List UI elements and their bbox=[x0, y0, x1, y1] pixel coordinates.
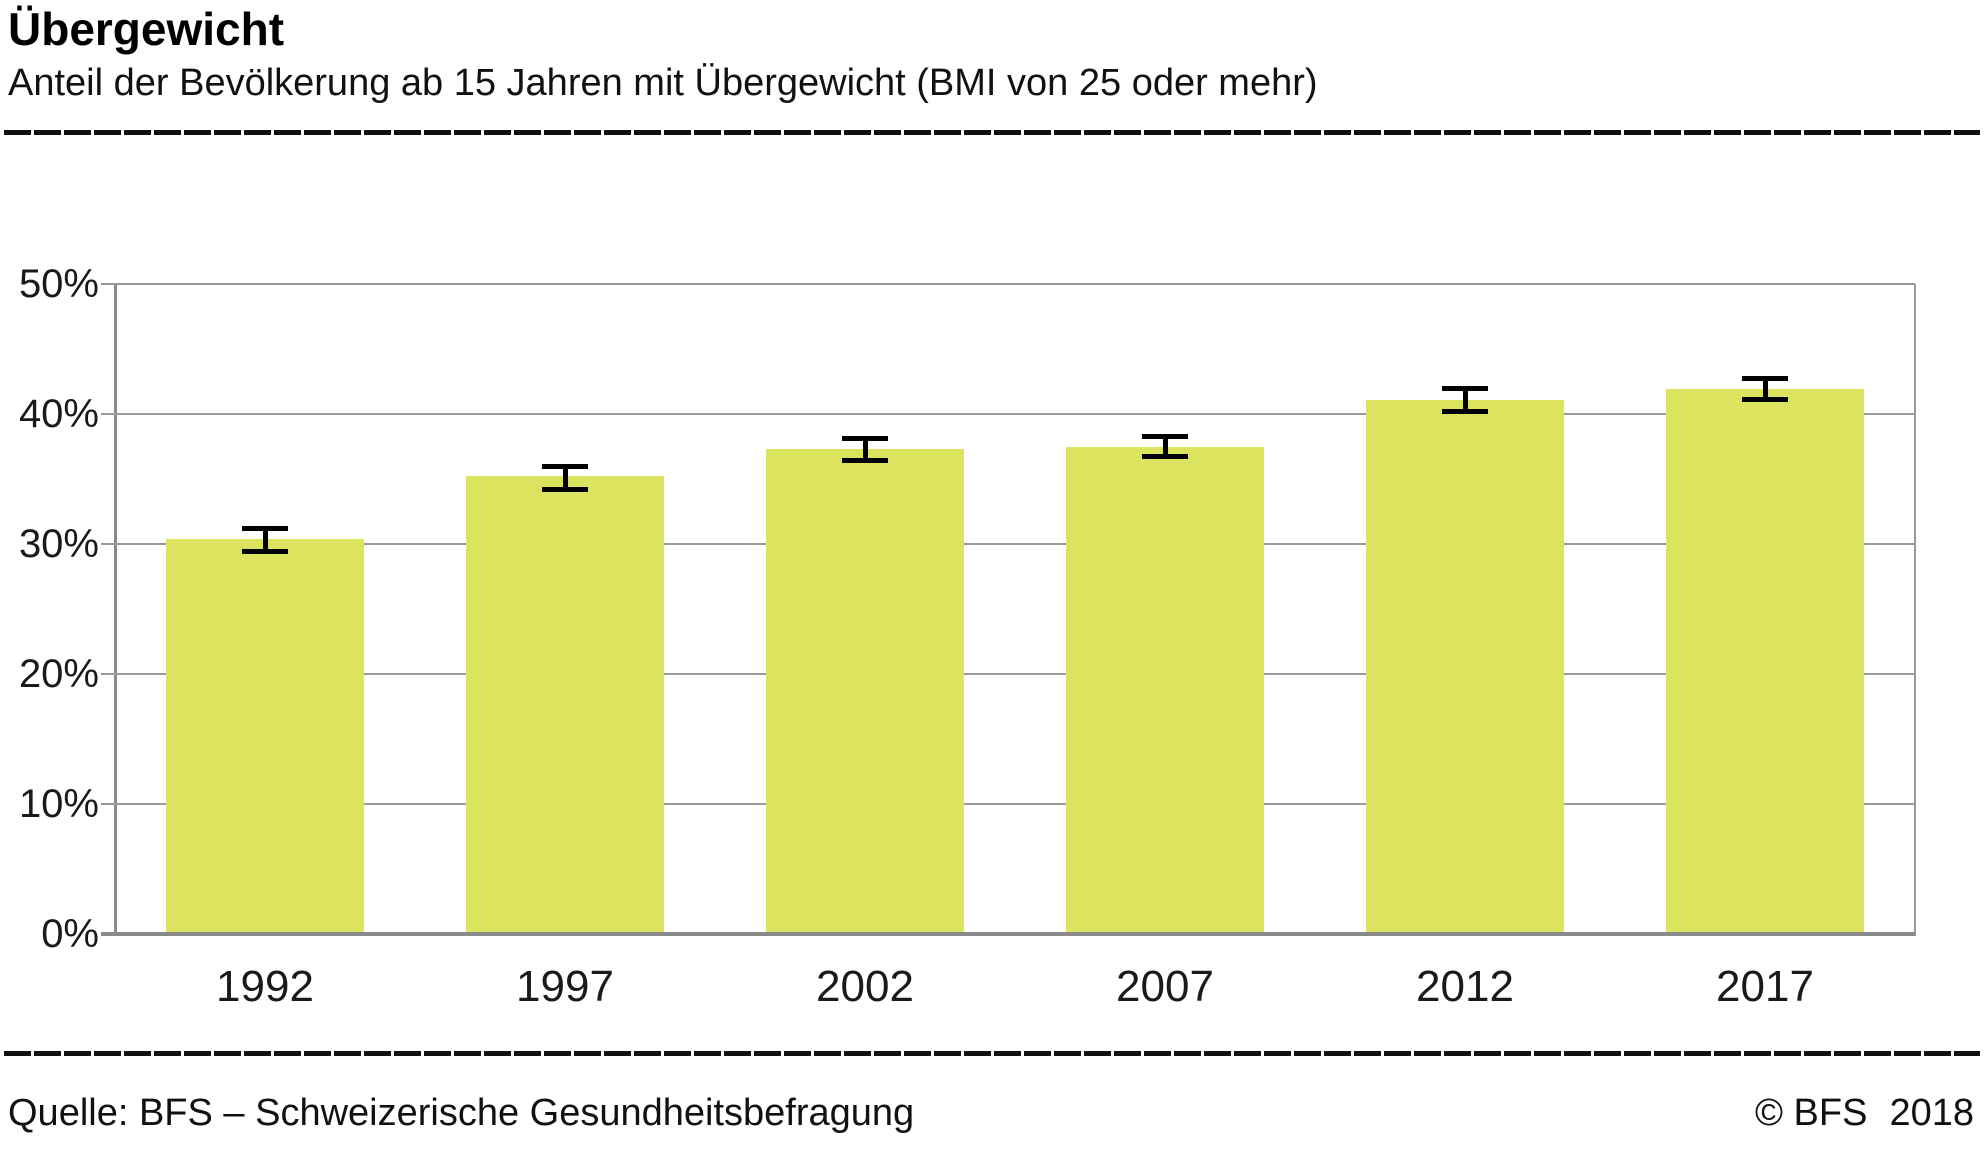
x-axis-line bbox=[101, 932, 1915, 936]
error-bar-cap-bottom bbox=[542, 486, 588, 492]
bar-2012 bbox=[1366, 399, 1564, 934]
bar-2007 bbox=[1066, 446, 1264, 934]
error-bar-line bbox=[1762, 378, 1768, 400]
error-bar-line bbox=[1462, 388, 1468, 412]
error-bar-cap-bottom bbox=[1442, 408, 1488, 414]
error-bar-cap-top bbox=[542, 463, 588, 469]
gridline bbox=[115, 673, 1915, 675]
error-bar-cap-top bbox=[1742, 376, 1788, 382]
x-tick-label: 2017 bbox=[1716, 962, 1814, 1011]
y-tick-label: 10% bbox=[18, 782, 99, 826]
page-title: Übergewicht bbox=[8, 3, 285, 55]
error-bar-line bbox=[562, 466, 568, 490]
copyright-note: © BFS 2018 bbox=[1755, 1092, 1974, 1135]
bar-2002 bbox=[766, 449, 964, 934]
error-bar-cap-bottom bbox=[1142, 454, 1188, 460]
copyright-year: 2018 bbox=[1889, 1092, 1974, 1134]
bar-1997 bbox=[466, 476, 664, 934]
error-bar-line bbox=[862, 438, 868, 461]
source-note: Quelle: BFS – Schweizerische Gesundheits… bbox=[8, 1092, 915, 1134]
bar-1992 bbox=[166, 538, 364, 934]
error-bar-cap-bottom bbox=[1742, 397, 1788, 403]
y-tick-label: 50% bbox=[18, 262, 99, 306]
plot-right-border bbox=[1914, 284, 1916, 936]
bar-2017 bbox=[1666, 389, 1864, 934]
x-axis-labels: 1992 1997 2002 2007 2012 2017 bbox=[115, 962, 1915, 1012]
x-tick-label: 1992 bbox=[216, 962, 314, 1011]
y-tick-label: 20% bbox=[18, 652, 99, 696]
error-bar-cap-bottom bbox=[242, 549, 288, 555]
error-bar-cap-top bbox=[842, 436, 888, 442]
y-tick-label: 40% bbox=[18, 392, 99, 436]
error-bar-line bbox=[1162, 436, 1168, 457]
gridline bbox=[115, 413, 1915, 415]
x-tick-label: 2007 bbox=[1116, 962, 1214, 1011]
y-axis-labels: 0% 10% 20% 30% 40% 50% bbox=[0, 264, 99, 954]
gridline bbox=[115, 283, 1915, 285]
gridline bbox=[115, 543, 1915, 545]
page-subtitle: Anteil der Bevölkerung ab 15 Jahren mit … bbox=[8, 62, 1318, 104]
header-divider bbox=[4, 130, 1980, 135]
y-tick-mark bbox=[101, 803, 115, 805]
y-tick-mark bbox=[101, 413, 115, 415]
bar-chart-plot-area bbox=[101, 283, 1916, 936]
error-bar-cap-bottom bbox=[842, 458, 888, 464]
copyright-owner: © BFS bbox=[1754, 1092, 1868, 1134]
x-tick-label: 2012 bbox=[1416, 962, 1514, 1011]
y-tick-label: 30% bbox=[18, 522, 99, 566]
error-bar-line bbox=[262, 528, 268, 552]
y-tick-mark bbox=[101, 543, 115, 545]
y-tick-mark bbox=[101, 283, 115, 285]
x-tick-label: 1997 bbox=[516, 962, 614, 1011]
error-bar-cap-top bbox=[1142, 433, 1188, 439]
y-tick-mark bbox=[101, 673, 115, 675]
error-bar-cap-top bbox=[1442, 385, 1488, 391]
x-tick-label: 2002 bbox=[816, 962, 914, 1011]
footer-divider bbox=[4, 1051, 1980, 1056]
y-tick-label: 0% bbox=[41, 912, 99, 956]
error-bar-cap-top bbox=[242, 525, 288, 531]
footer: Quelle: BFS – Schweizerische Gesundheits… bbox=[8, 1092, 1974, 1135]
y-axis-line bbox=[114, 284, 117, 936]
gridline bbox=[115, 803, 1915, 805]
